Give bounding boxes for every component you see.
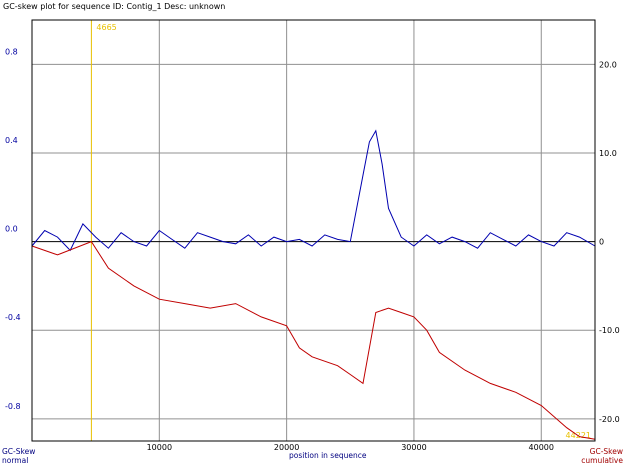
left-axis-label-line1: GC-Skew <box>2 447 35 456</box>
right-axis-label-line2: cumulative <box>581 456 623 465</box>
gc-skew-cumulative-line <box>31 240 596 440</box>
right-axis-ticks: 20.0 10.0 0 -10.0 -20.0 <box>599 60 620 424</box>
right-tick-label: 20.0 <box>599 60 617 69</box>
right-tick-label: 10.0 <box>599 149 617 158</box>
left-tick-label: 0.4 <box>5 136 18 145</box>
right-tick-label: -10.0 <box>599 326 620 335</box>
x-tick-label: 30000 <box>401 443 426 452</box>
x-tick-label: 10000 <box>147 443 172 452</box>
series-lines <box>31 129 596 440</box>
right-axis-label-line1: GC-Skew <box>590 447 623 456</box>
right-tick-label: 0 <box>599 238 604 247</box>
left-axis-ticks: 0.8 0.4 0.0 -0.4 -0.8 <box>5 47 21 411</box>
chart-title: GC-skew plot for sequence ID: Contig_1 D… <box>3 2 225 11</box>
left-tick-label: -0.4 <box>5 313 21 322</box>
marker-label: 4665 <box>96 23 116 32</box>
grid-lines <box>32 20 595 441</box>
left-tick-label: 0.0 <box>5 225 18 234</box>
left-axis-label-line2: normal <box>2 456 28 465</box>
x-axis-label: position in sequence <box>289 451 367 460</box>
gc-skew-normal-line <box>31 129 596 252</box>
left-tick-label: -0.8 <box>5 402 21 411</box>
plot-frame <box>31 19 596 442</box>
left-tick-label: 0.8 <box>5 47 18 56</box>
right-tick-label: -20.0 <box>599 415 620 424</box>
x-tick-label: 20000 <box>274 443 299 452</box>
x-axis-ticks: 10000 20000 30000 40000 <box>147 443 554 452</box>
x-tick-label: 40000 <box>529 443 554 452</box>
